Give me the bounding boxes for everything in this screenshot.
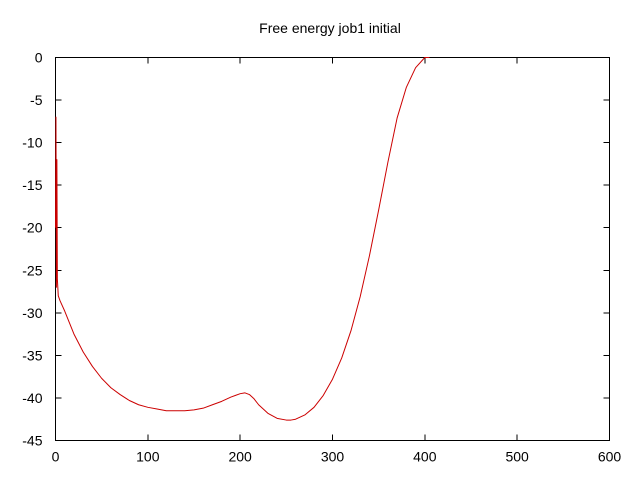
y-tick-label: -15 bbox=[22, 177, 42, 193]
x-tick-label: 300 bbox=[321, 449, 345, 465]
x-tick-label: 500 bbox=[505, 449, 529, 465]
plot-frame bbox=[55, 57, 610, 441]
y-tick-label: -40 bbox=[22, 390, 42, 406]
y-tick-label: -20 bbox=[22, 220, 42, 236]
y-tick-label: -45 bbox=[22, 433, 42, 449]
series-layer bbox=[55, 57, 430, 421]
y-tick-label: -30 bbox=[22, 305, 42, 321]
y-tick-label: 0 bbox=[35, 50, 43, 66]
x-tick-label: 0 bbox=[52, 449, 60, 465]
x-tick-label: 400 bbox=[413, 449, 437, 465]
plot-border bbox=[55, 57, 610, 441]
y-tick-label: -35 bbox=[22, 347, 42, 363]
y-tick-label: -10 bbox=[22, 135, 42, 151]
x-tick-label: 600 bbox=[598, 449, 622, 465]
x-tick-label: 100 bbox=[136, 449, 160, 465]
tick-labels: 0 100 200 300 400 500 600 0 -5 -10 -15 -20 -25 -30 -35… bbox=[22, 50, 621, 465]
series-line-1 bbox=[55, 57, 430, 421]
y-tick-label: -5 bbox=[30, 92, 43, 108]
axis-ticks bbox=[55, 57, 610, 441]
chart-title: Free energy job1 initial bbox=[259, 20, 401, 36]
y-tick-label: -25 bbox=[22, 262, 42, 278]
x-tick-label: 200 bbox=[228, 449, 252, 465]
